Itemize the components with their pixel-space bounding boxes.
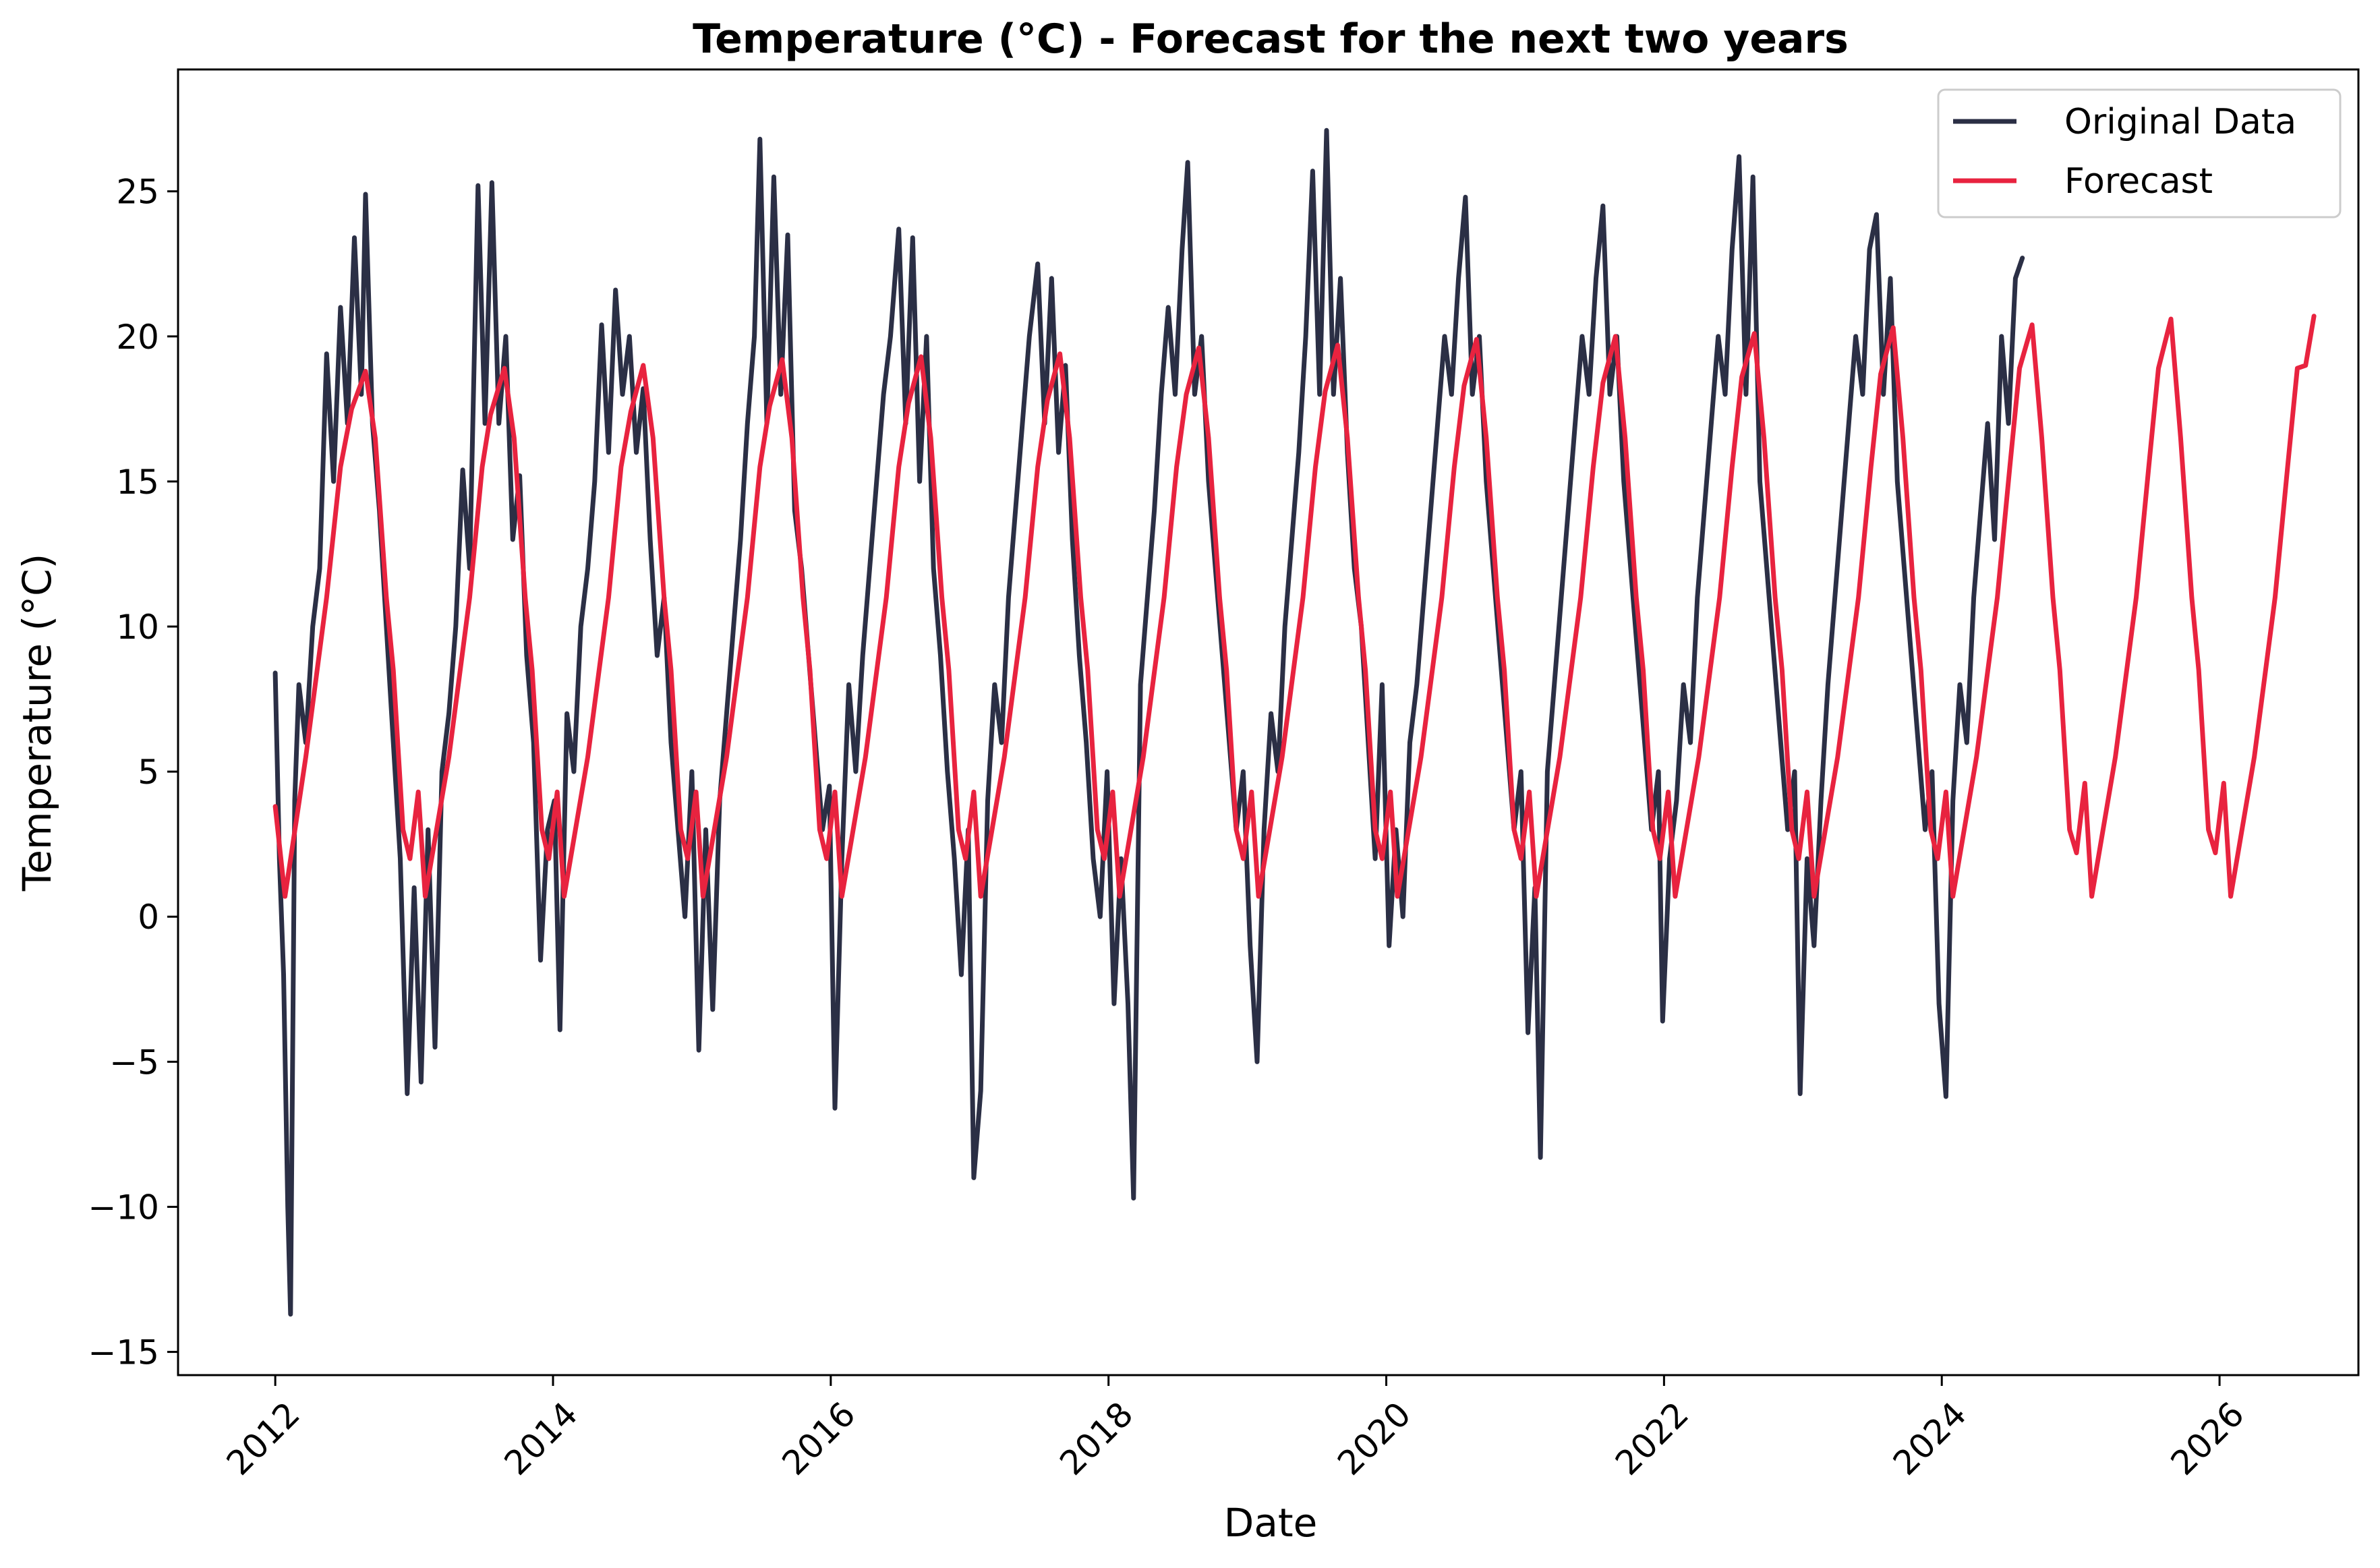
legend: Original Data Forecast — [1937, 88, 2342, 219]
legend-label-original-data: Original Data — [2064, 102, 2296, 142]
x-axis-title: Date — [1224, 1500, 1318, 1546]
series-line-original-data — [272, 127, 2025, 1317]
series-line-forecast — [272, 314, 2317, 899]
y-axis-ticks: −15 −10 −5 0 5 10 15 20 25 — [88, 173, 178, 1372]
legend-box — [1937, 88, 2342, 219]
y-tick-label: −15 — [88, 1333, 159, 1372]
y-tick-label: 0 — [138, 898, 159, 937]
series-layer — [272, 127, 2317, 1317]
y-tick-label: 5 — [138, 753, 159, 792]
y-tick-label: −5 — [109, 1043, 159, 1082]
chart-title: Temperature (°C) - Forecast for the next… — [693, 16, 1849, 63]
legend-label-forecast: Forecast — [2064, 161, 2213, 202]
y-axis-title: Temperature (°C) — [14, 554, 60, 892]
y-tick-label: 25 — [116, 173, 159, 212]
y-tick-label: 20 — [116, 318, 159, 357]
y-tick-label: 15 — [116, 463, 159, 502]
plot-frame — [177, 68, 2360, 1376]
y-tick-label: 10 — [116, 608, 159, 647]
y-tick-label: −10 — [88, 1188, 159, 1227]
